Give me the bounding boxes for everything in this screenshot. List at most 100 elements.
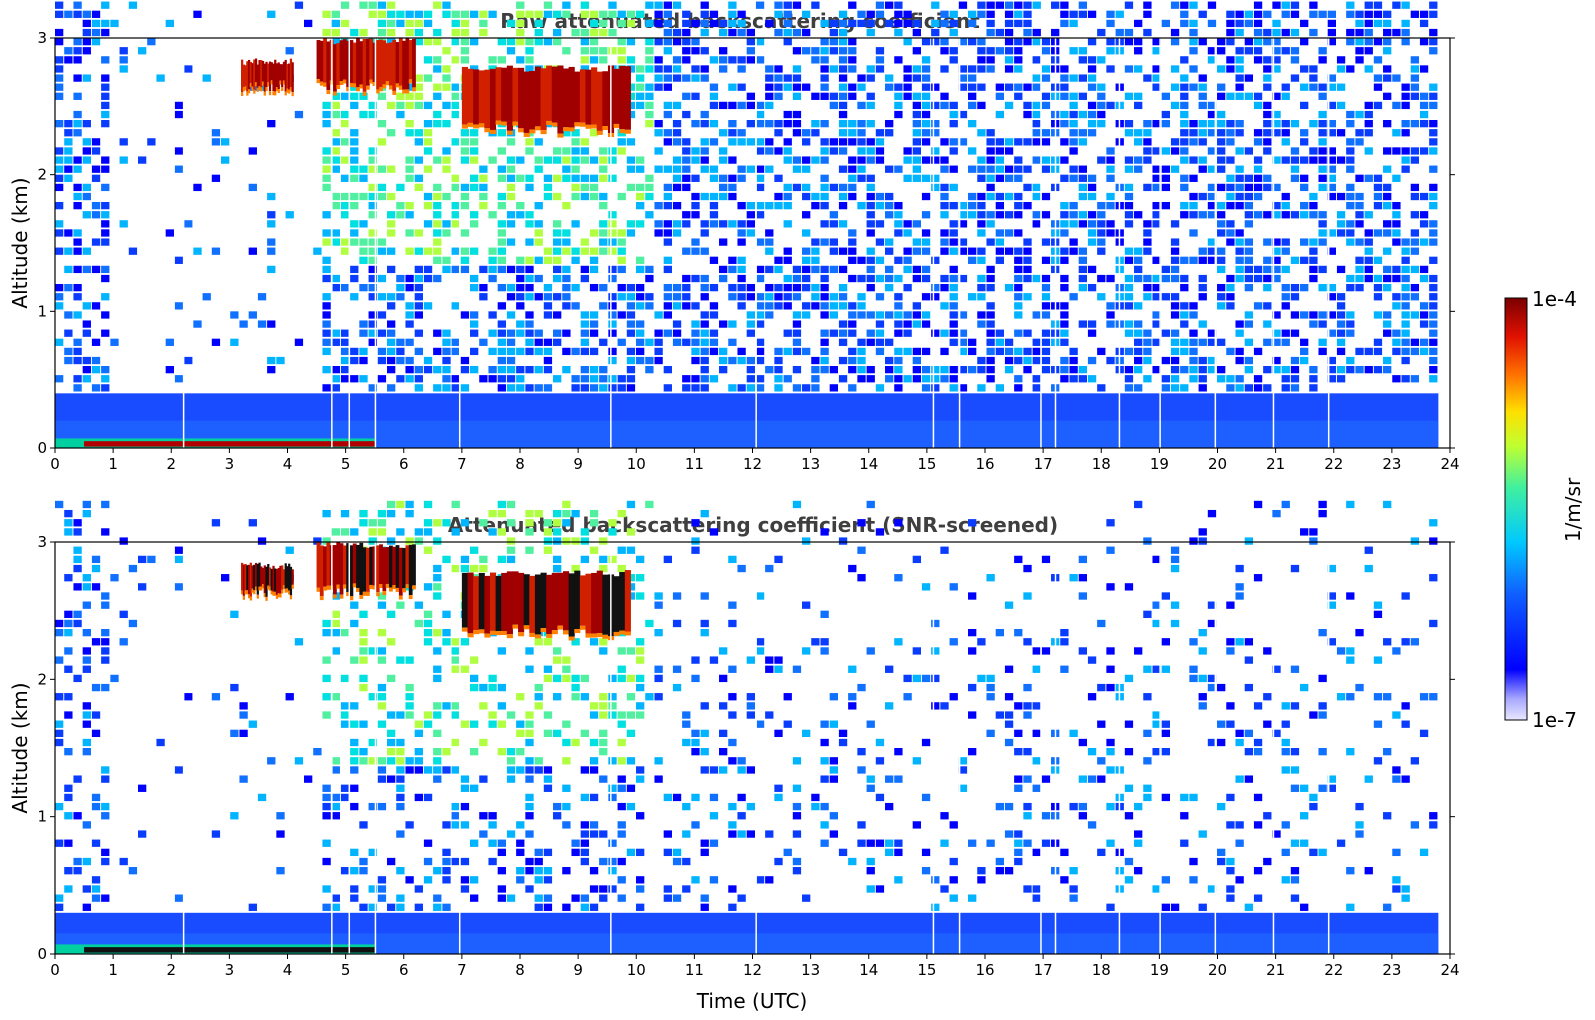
backscatter-cell bbox=[340, 174, 350, 182]
backscatter-cell bbox=[1087, 174, 1097, 182]
backscatter-cell bbox=[405, 821, 414, 829]
backscatter-cell bbox=[1290, 784, 1300, 792]
backscatter-cell bbox=[1383, 693, 1392, 701]
backscatter-cell bbox=[396, 802, 405, 811]
cloud-cell bbox=[412, 544, 416, 586]
backscatter-cell bbox=[599, 748, 608, 756]
backscatter-cell bbox=[1078, 129, 1087, 137]
backscatter-cell bbox=[571, 220, 580, 228]
backscatter-cell bbox=[1410, 65, 1420, 73]
backscatter-cell bbox=[1004, 711, 1014, 719]
backscatter-cell bbox=[691, 729, 700, 738]
backscatter-cell bbox=[1290, 211, 1300, 219]
backscatter-cell bbox=[728, 356, 737, 365]
backscatter-cell bbox=[460, 183, 470, 192]
backscatter-cell bbox=[1373, 83, 1383, 91]
backscatter-cell bbox=[866, 147, 875, 155]
backscatter-cell bbox=[368, 903, 377, 911]
backscatter-cell bbox=[857, 202, 866, 210]
backscatter-cell bbox=[1041, 356, 1051, 365]
backscatter-cell bbox=[377, 519, 387, 527]
backscatter-cell bbox=[885, 775, 894, 783]
backscatter-cell bbox=[626, 138, 636, 146]
backscatter-cell bbox=[857, 574, 866, 582]
backscatter-cell bbox=[1115, 28, 1124, 37]
backscatter-cell bbox=[1401, 329, 1410, 337]
backscatter-cell bbox=[91, 138, 101, 146]
backscatter-cell bbox=[488, 366, 497, 374]
backscatter-cell bbox=[792, 329, 802, 337]
backscatter-cell bbox=[700, 65, 709, 73]
backscatter-cell bbox=[387, 1, 396, 9]
backscatter-cell bbox=[1318, 674, 1327, 683]
backscatter-cell bbox=[746, 356, 755, 365]
backscatter-cell bbox=[1346, 284, 1355, 292]
backscatter-cell bbox=[1281, 202, 1290, 210]
backscatter-cell bbox=[949, 693, 958, 701]
backscatter-cell bbox=[931, 28, 940, 37]
backscatter-cell bbox=[829, 101, 838, 110]
backscatter-cell bbox=[755, 375, 765, 383]
backscatter-cell bbox=[589, 793, 599, 802]
backscatter-cell bbox=[1392, 220, 1401, 228]
backscatter-cell bbox=[340, 19, 350, 28]
cloud-edge bbox=[624, 129, 631, 134]
cloud-cell bbox=[591, 572, 598, 634]
backscatter-cell bbox=[580, 338, 589, 346]
backscatter-cell bbox=[1023, 638, 1032, 646]
backscatter-cell bbox=[1235, 247, 1244, 255]
backscatter-cell bbox=[645, 92, 654, 100]
backscatter-cell bbox=[1004, 138, 1014, 146]
backscatter-cell bbox=[571, 28, 580, 37]
backscatter-cell bbox=[838, 138, 848, 146]
backscatter-cell bbox=[156, 74, 165, 82]
backscatter-cell bbox=[414, 528, 423, 536]
backscatter-cell bbox=[672, 74, 682, 82]
backscatter-cell bbox=[543, 10, 553, 18]
backscatter-cell bbox=[719, 366, 728, 374]
backscatter-cell bbox=[1244, 202, 1254, 210]
backscatter-cell bbox=[728, 284, 737, 292]
backscatter-cell bbox=[516, 347, 525, 356]
backscatter-cell bbox=[368, 229, 377, 237]
backscatter-cell bbox=[387, 738, 396, 747]
backscatter-cell bbox=[617, 229, 626, 237]
backscatter-cell bbox=[636, 347, 645, 356]
backscatter-cell bbox=[377, 192, 387, 201]
backscatter-cell bbox=[359, 748, 368, 756]
cloud-cell bbox=[258, 60, 261, 86]
backscatter-cell bbox=[921, 192, 931, 201]
backscatter-cell bbox=[838, 38, 848, 46]
backscatter-cell bbox=[617, 265, 626, 274]
backscatter-cell bbox=[774, 366, 783, 374]
backscatter-cell bbox=[433, 867, 442, 875]
backscatter-cell bbox=[645, 211, 654, 219]
backscatter-cell bbox=[387, 711, 396, 719]
backscatter-cell bbox=[857, 156, 866, 164]
cloud-edge bbox=[289, 595, 293, 600]
backscatter-cell bbox=[580, 28, 589, 37]
backscatter-cell bbox=[931, 293, 940, 301]
backscatter-cell bbox=[1364, 147, 1373, 155]
backscatter-cell bbox=[719, 47, 728, 55]
backscatter-cell bbox=[1355, 56, 1364, 64]
backscatter-cell bbox=[1152, 366, 1161, 374]
backscatter-cell bbox=[405, 156, 414, 164]
backscatter-cell bbox=[1373, 19, 1383, 28]
backscatter-cell bbox=[838, 47, 848, 55]
backscatter-cell bbox=[875, 1, 885, 9]
backscatter-cell bbox=[350, 265, 359, 274]
backscatter-cell bbox=[1226, 375, 1235, 383]
backscatter-cell bbox=[1290, 564, 1300, 573]
backscatter-cell bbox=[497, 347, 506, 356]
cloud-cell bbox=[242, 64, 245, 88]
backscatter-cell bbox=[894, 293, 903, 301]
backscatter-cell bbox=[1373, 74, 1383, 82]
backscatter-cell bbox=[894, 775, 903, 783]
backscatter-cell bbox=[1014, 47, 1023, 55]
backscatter-cell bbox=[73, 110, 82, 119]
backscatter-cell bbox=[903, 311, 912, 319]
backscatter-cell bbox=[1429, 537, 1438, 545]
cloud-cell bbox=[349, 40, 354, 83]
backscatter-cell bbox=[1309, 74, 1318, 82]
